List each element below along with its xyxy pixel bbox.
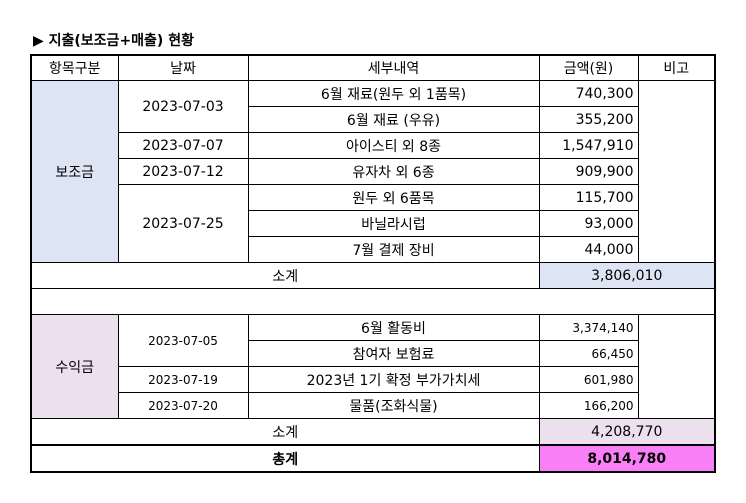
amount-cell: 1,547,910 (538, 132, 639, 159)
table-row: 항목구분 날짜 세부내역 금액(원) 비고 (30, 54, 716, 81)
date-cell: 2023-07-20 (117, 392, 249, 419)
date-cell: 2023-07-07 (117, 132, 249, 159)
date-cell: 2023-07-25 (117, 184, 249, 263)
description-cell: 7월 결제 장비 (247, 236, 540, 263)
table-row: 2023-07-25 원두 외 6품목 115,700 (31, 184, 715, 263)
expense-table: 항목구분 날짜 세부내역 금액(원) 비고 보조금 2023-07-03 6월 재료(원두 외… (30, 54, 716, 473)
amount-cell: 601,980 (538, 366, 639, 393)
amount-cell: 115,700 (538, 184, 639, 211)
amount-cell: 166,200 (538, 392, 639, 419)
header-cell: 세부내역 (247, 54, 540, 81)
date-cell: 2023-07-12 (117, 158, 249, 185)
subtotal-label: 소계 (30, 262, 540, 289)
date-cell: 2023-07-05 (117, 314, 249, 367)
header-cell: 비고 (637, 54, 716, 81)
spacer-cell (30, 288, 716, 315)
description-cell: 유자차 외 6종 (247, 158, 540, 185)
section-title: ▶ 지출(보조금+매출) 현황 (33, 33, 194, 49)
category-cell: 수익금 (30, 314, 119, 419)
description-cell: 참여자 보험료 (247, 340, 540, 367)
amount-cell: 66,450 (538, 340, 639, 367)
table-row: 2023-07-12 유자차 외 6종 909,900 (31, 158, 715, 185)
description-cell: 물품(조화식물) (247, 392, 540, 419)
table-row: 6월 재료 (우유) 355,200 (31, 106, 715, 133)
amount-cell: 3,374,140 (538, 314, 639, 341)
description-cell: 바닐라시럽 (247, 210, 540, 237)
amount-cell: 909,900 (538, 158, 639, 185)
subtotal-amount: 4,208,770 (538, 418, 716, 446)
date-cell: 2023-07-03 (117, 80, 249, 133)
header-cell: 금액(원) (538, 54, 639, 81)
table-row: 소계 3,806,010 (30, 262, 716, 289)
header-cell: 날짜 (117, 54, 249, 81)
subtotal-label: 소계 (30, 418, 540, 446)
table-row: 총계 8,014,780 (30, 444, 716, 473)
table-row: 보조금 2023-07-03 6월 재료(원두 외 1품목) 740,300 (30, 80, 716, 263)
table-row: 수익금 2023-07-05 6월 활동비 3,374,140 (30, 314, 716, 419)
description-cell: 6월 재료(원두 외 1품목) (247, 80, 540, 107)
amount-cell: 44,000 (538, 236, 639, 263)
subtotal-amount: 3,806,010 (538, 262, 716, 289)
amount-cell: 355,200 (538, 106, 639, 133)
table-row (30, 288, 716, 315)
description-cell: 아이스티 외 8종 (247, 132, 540, 159)
category-cell: 보조금 (30, 80, 119, 263)
amount-cell: 93,000 (538, 210, 639, 237)
table-row: 2023-07-20 물품(조화식물) 166,200 (31, 392, 715, 419)
description-cell: 6월 활동비 (247, 314, 540, 341)
note-cell (637, 314, 716, 419)
date-cell: 2023-07-19 (117, 366, 249, 393)
table-row: 참여자 보험료 66,450 (31, 340, 715, 367)
table-row: 소계 4,208,770 (30, 418, 716, 446)
total-label: 총계 (30, 444, 540, 473)
description-cell: 원두 외 6품목 (247, 184, 540, 211)
description-cell: 6월 재료 (우유) (247, 106, 540, 133)
table-row: 2023-07-19 2023년 1기 확정 부가가치세 601,980 (31, 366, 715, 393)
description-cell: 2023년 1기 확정 부가가치세 (247, 366, 540, 393)
total-amount: 8,014,780 (538, 444, 716, 473)
note-cell (637, 80, 716, 263)
header-cell: 항목구분 (30, 54, 119, 81)
table-row: 7월 결제 장비 44,000 (31, 236, 715, 263)
table-row: 2023-07-07 아이스티 외 8종 1,547,910 (31, 132, 715, 159)
amount-cell: 740,300 (538, 80, 639, 107)
